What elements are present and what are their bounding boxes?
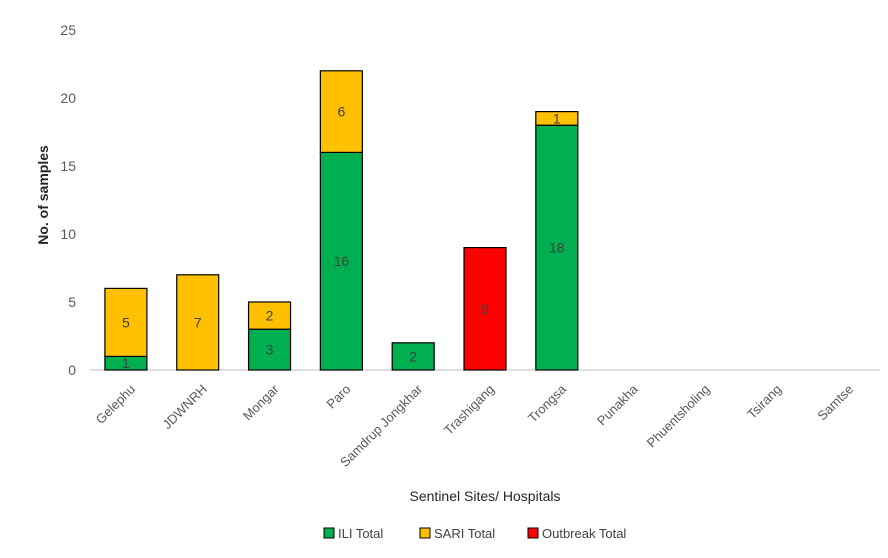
legend-swatch	[419, 527, 431, 539]
x-tick-label: Punakha	[594, 381, 641, 428]
x-tick-label: Trashigang	[441, 382, 497, 438]
x-tick-label: Paro	[323, 382, 353, 412]
data-label: 18	[549, 240, 565, 256]
x-axis-title: Sentinel Sites/ Hospitals	[410, 488, 561, 504]
y-tick-label: 15	[60, 158, 76, 174]
x-tick-label: Gelephu	[93, 382, 138, 427]
y-axis-ticks: 0 5 10 15 20 25	[60, 22, 76, 378]
legend-label: Outbreak Total	[542, 526, 626, 541]
x-tick-label: Samtse	[814, 382, 856, 424]
y-tick-label: 10	[60, 226, 76, 242]
data-label: 5	[122, 314, 130, 330]
bar-segment	[535, 124, 579, 371]
data-label: 7	[194, 314, 202, 330]
bar-segment	[319, 70, 363, 154]
legend: ILI Total SARI Total Outbreak Total	[323, 526, 626, 541]
bar-segment	[104, 287, 148, 357]
bar-segment	[247, 301, 292, 330]
y-axis-title: No. of samples	[35, 145, 51, 245]
x-tick-label: Mongar	[240, 381, 282, 423]
bars: 1 5 7 3 2 16 6 2 9 18 1	[104, 70, 579, 371]
data-label: 2	[266, 308, 274, 324]
legend-swatch	[527, 527, 539, 539]
data-label: 1	[553, 110, 561, 126]
x-tick-label: Trongsa	[525, 381, 570, 426]
data-label: 2	[409, 348, 417, 364]
legend-label: ILI Total	[338, 526, 383, 541]
legend-swatch	[323, 527, 335, 539]
bar-segment	[391, 342, 435, 371]
bar-segment	[463, 247, 507, 371]
bar-segment	[176, 274, 220, 371]
data-label: 16	[334, 253, 350, 269]
y-tick-label: 20	[60, 90, 76, 106]
y-tick-label: 5	[68, 294, 76, 310]
data-label: 1	[122, 355, 130, 371]
legend-label: SARI Total	[434, 526, 495, 541]
y-tick-label: 0	[68, 362, 76, 378]
bar-segment	[535, 110, 579, 126]
x-tick-label: JDWNRH	[159, 382, 209, 432]
data-label: 9	[481, 301, 489, 317]
data-label: 3	[266, 342, 274, 358]
x-tick-label: Phuentsholing	[644, 382, 713, 451]
x-tick-label: Tsirang	[744, 382, 784, 422]
bar-segment	[319, 151, 363, 371]
data-label: 6	[337, 104, 345, 120]
y-tick-label: 25	[60, 22, 76, 38]
